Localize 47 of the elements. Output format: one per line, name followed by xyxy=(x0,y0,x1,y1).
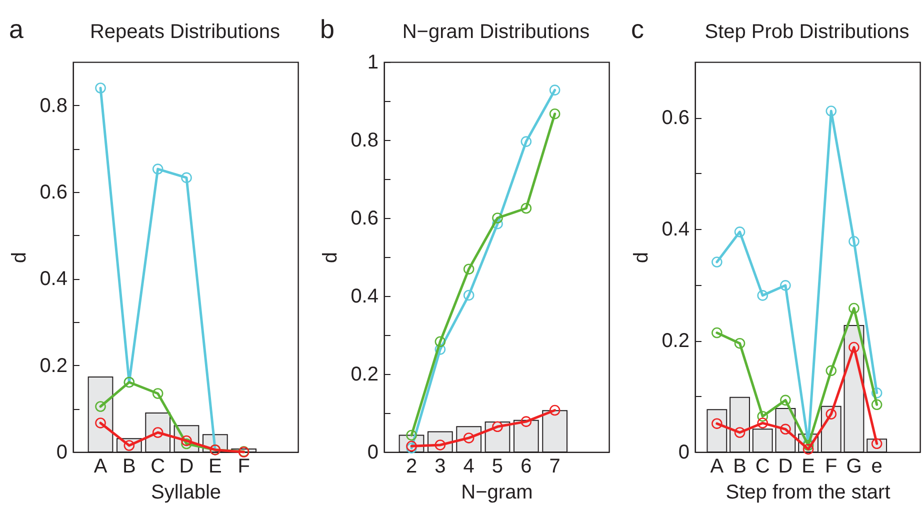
chart-title: Step Prob Distributions xyxy=(704,21,910,43)
y-tick-label: 0.6 xyxy=(40,182,68,204)
x-tick-label: F xyxy=(825,456,838,478)
y-tick-label: 0 xyxy=(56,442,68,464)
x-axis-title: Step from the start xyxy=(726,482,891,504)
x-tick-label: C xyxy=(150,456,166,478)
y-tick-label: 0.4 xyxy=(662,218,690,241)
y-tick-label: 0 xyxy=(678,442,690,464)
y-tick-label: 0.2 xyxy=(662,330,690,352)
x-tick-label: B xyxy=(733,456,746,478)
y-axis-title: d xyxy=(8,252,31,264)
x-tick-label: 7 xyxy=(549,456,560,478)
y-tick-label: 0.6 xyxy=(662,107,690,130)
text: b xyxy=(320,14,334,44)
y-tick-label: 1 xyxy=(367,52,378,74)
x-tick-label: E xyxy=(802,456,815,478)
y-tick-label: 0.8 xyxy=(40,94,68,117)
chart-title: Repeats Distributions xyxy=(90,21,280,43)
y-tick-label: 0.8 xyxy=(350,130,378,152)
x-tick-label: E xyxy=(208,456,222,478)
x-tick-label: 3 xyxy=(434,456,446,478)
y-tick-label: 0.6 xyxy=(350,208,378,230)
x-tick-label: D xyxy=(778,456,793,478)
x-tick-label: B xyxy=(122,456,136,478)
y-tick-label: 0.4 xyxy=(350,286,378,308)
x-tick-label: A xyxy=(94,456,108,478)
x-tick-label: C xyxy=(755,456,770,478)
text: a xyxy=(9,14,24,44)
x-axis-title: Syllable xyxy=(150,482,222,504)
x-axis-title: N−gram xyxy=(461,482,533,504)
y-axis-title: d xyxy=(320,252,342,264)
y-tick-label: 0.2 xyxy=(40,354,68,377)
x-tick-label: e xyxy=(871,456,882,478)
x-tick-label: D xyxy=(179,456,194,478)
x-tick-label: 6 xyxy=(520,456,532,478)
x-tick-label: G xyxy=(846,456,862,478)
y-axis-title: d xyxy=(630,252,653,264)
x-tick-label: 4 xyxy=(463,456,474,478)
x-tick-label: F xyxy=(238,456,250,478)
text: c xyxy=(631,14,644,44)
y-tick-label: 0.2 xyxy=(350,364,378,386)
chart-title: N−gram Distributions xyxy=(402,21,590,43)
y-tick-label: 0 xyxy=(367,442,378,464)
x-tick-label: 5 xyxy=(492,456,504,478)
x-tick-label: 2 xyxy=(406,456,418,478)
x-tick-label: A xyxy=(710,456,724,478)
y-tick-label: 0.4 xyxy=(40,268,68,290)
